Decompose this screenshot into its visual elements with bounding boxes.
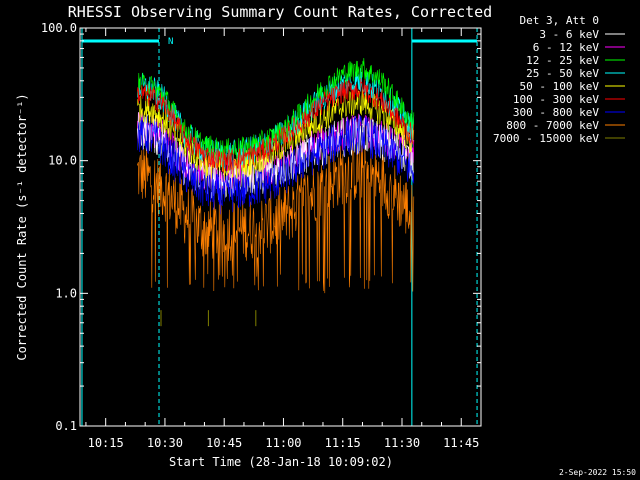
x-axis-label: Start Time (28-Jan-18 10:09:02) xyxy=(169,455,393,469)
y-tick-label: 100.0 xyxy=(41,21,77,35)
series-line xyxy=(137,141,415,294)
series-line xyxy=(137,88,415,181)
legend-entry-label: 12 - 25 keV xyxy=(526,54,599,67)
plot-frame xyxy=(79,27,482,427)
legend-entry-label: 50 - 100 keV xyxy=(520,80,600,93)
legend-entry-label: 7000 - 15000 keV xyxy=(493,132,599,145)
y-tick-label: 0.1 xyxy=(55,419,77,433)
series-line xyxy=(137,78,415,173)
legend-entry-label: 6 - 12 keV xyxy=(533,41,600,54)
y-axis-label: Corrected Count Rate (s⁻¹ detector⁻¹) xyxy=(15,93,29,360)
legend-entry-label: 300 - 800 keV xyxy=(513,106,599,119)
x-tick-label: 11:30 xyxy=(384,436,420,450)
legend-entry-label: 800 - 7000 keV xyxy=(506,119,599,132)
legend-header: Det 3, Att 0 xyxy=(520,14,599,27)
legend-entry-label: 100 - 300 keV xyxy=(513,93,599,106)
x-tick-label: 11:45 xyxy=(443,436,479,450)
x-tick-label: 10:45 xyxy=(206,436,242,450)
plot-area: N xyxy=(79,27,482,427)
legend-entry-label: 3 - 6 keV xyxy=(539,28,599,41)
x-tick-label: 10:15 xyxy=(88,436,124,450)
footer-date: 2-Sep-2022 15:50 xyxy=(559,468,636,477)
y-tick-label: 10.0 xyxy=(48,154,77,168)
legend-entry-label: 25 - 50 keV xyxy=(526,67,599,80)
chart-title: RHESSI Observing Summary Count Rates, Co… xyxy=(68,3,492,21)
y-tick-label: 1.0 xyxy=(55,286,77,300)
x-tick-label: 11:00 xyxy=(265,436,301,450)
axes: 0.1 1.0 10.0 100.0 10:15 10:30 10:45 11:00 11:15… xyxy=(41,21,482,450)
x-tick-label: 10:30 xyxy=(147,436,183,450)
series-line xyxy=(137,112,415,201)
x-tick-label: 11:15 xyxy=(325,436,361,450)
night-period-label: N xyxy=(168,37,173,47)
series-line xyxy=(137,114,415,215)
